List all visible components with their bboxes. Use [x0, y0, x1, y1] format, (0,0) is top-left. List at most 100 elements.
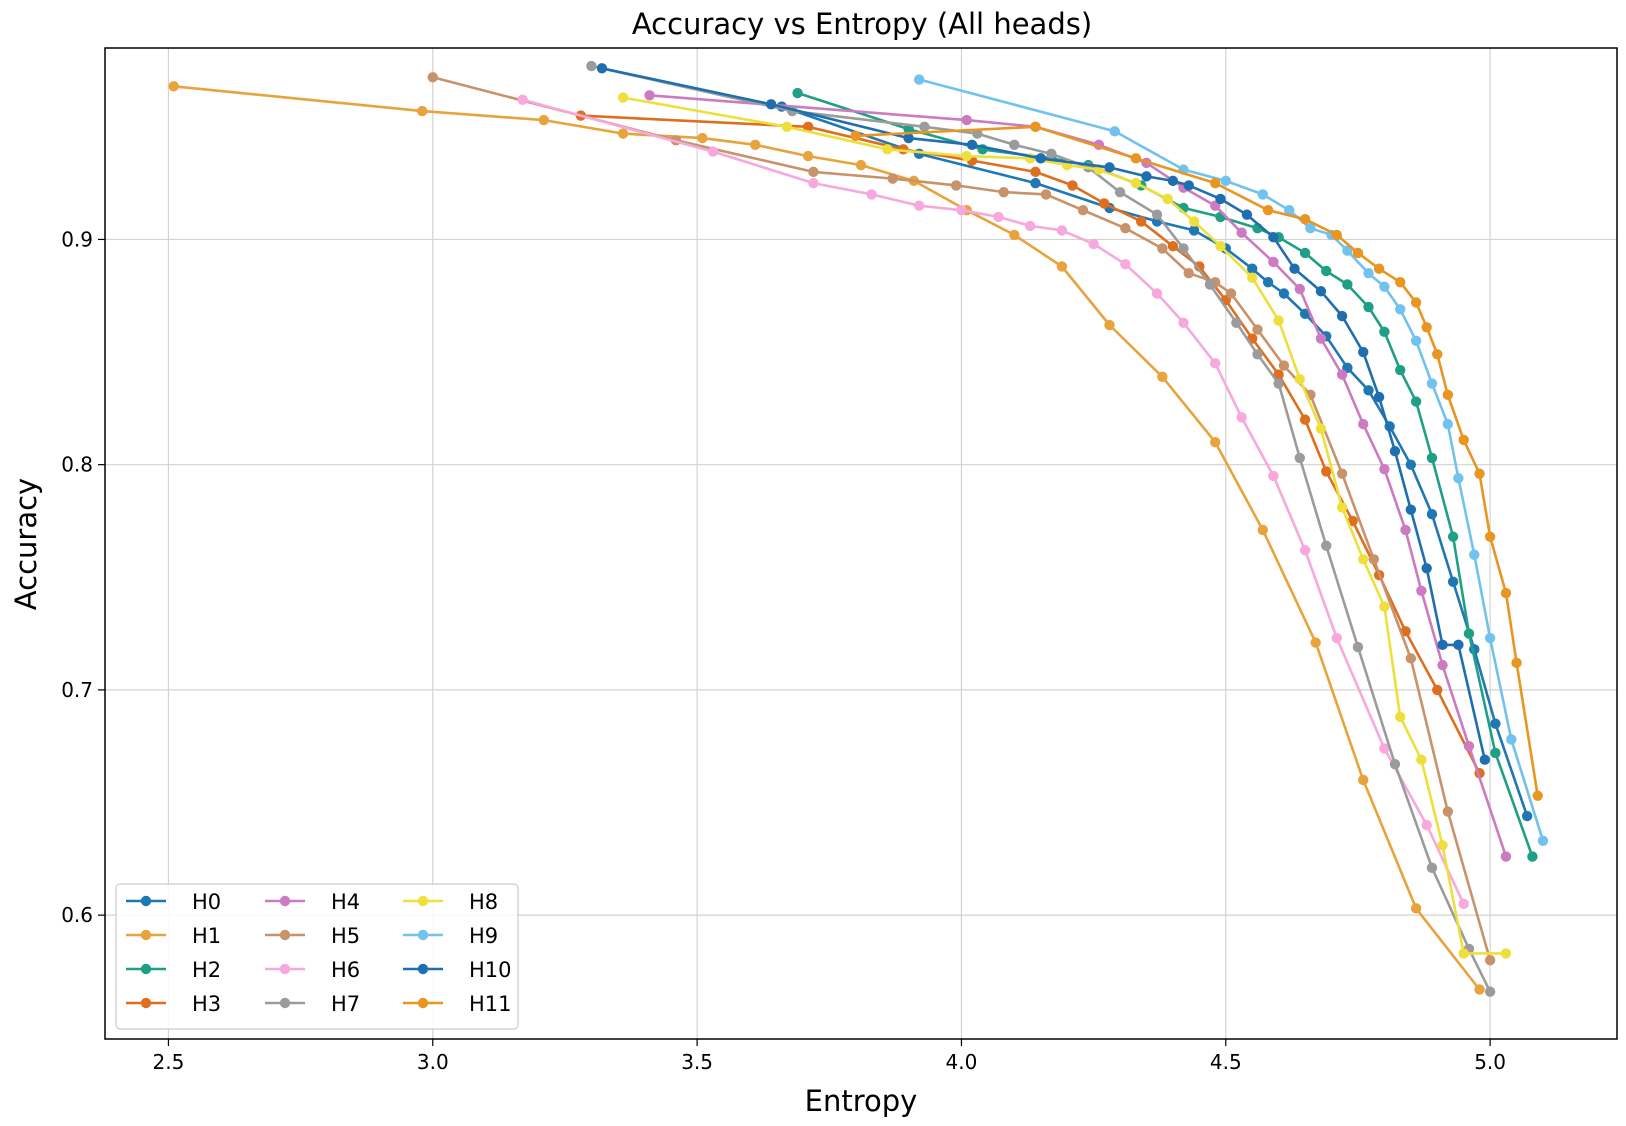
- data-point-h9: [1257, 189, 1268, 200]
- data-point-h10: [596, 63, 608, 74]
- data-point-h10: [1336, 310, 1348, 322]
- series-layer: [168, 60, 1549, 997]
- data-point-h10: [1437, 639, 1448, 651]
- data-point-h8: [1273, 315, 1284, 326]
- data-point-h9: [1342, 245, 1353, 256]
- data-point-h10: [1289, 263, 1300, 274]
- legend-label: H8: [469, 890, 498, 914]
- data-point-h10: [1167, 175, 1179, 187]
- data-point-h7: [1151, 209, 1163, 220]
- data-point-h6: [1458, 898, 1469, 910]
- data-point-h8: [1162, 193, 1173, 205]
- data-point-h1: [1009, 229, 1020, 241]
- data-point-h10: [1183, 180, 1194, 191]
- data-point-h9: [1469, 549, 1480, 560]
- data-point-h10: [1405, 504, 1417, 515]
- data-point-h4: [1437, 659, 1448, 671]
- data-point-h1: [1104, 319, 1115, 331]
- data-point-h2: [1379, 326, 1390, 337]
- data-point-h6: [993, 211, 1004, 223]
- data-point-h3: [1067, 180, 1078, 191]
- legend-item-h1: H1: [126, 924, 221, 948]
- grid: [105, 48, 1617, 1039]
- data-point-h11: [1299, 213, 1311, 225]
- data-point-h3: [1299, 414, 1311, 425]
- data-point-h9: [1305, 222, 1316, 234]
- data-point-h10: [1315, 286, 1327, 297]
- data-point-h10: [1373, 391, 1385, 403]
- legend-label: H5: [331, 924, 360, 948]
- data-point-h0: [1490, 718, 1501, 729]
- data-point-h5: [1442, 806, 1454, 817]
- x-tick-label: 2.5: [153, 1050, 185, 1074]
- data-point-h6: [517, 94, 528, 106]
- legend-swatch-marker: [140, 895, 152, 907]
- data-point-h10: [765, 99, 777, 110]
- data-point-h1: [802, 150, 814, 162]
- legend-item-h2: H2: [126, 958, 221, 982]
- data-point-h3: [1432, 684, 1443, 696]
- legend-label: H6: [331, 958, 360, 982]
- data-point-h6: [808, 177, 819, 189]
- data-point-h8: [781, 121, 793, 133]
- legend-item-h4: H4: [265, 890, 360, 914]
- data-point-h8: [1437, 840, 1448, 851]
- data-point-h2: [1447, 531, 1459, 542]
- data-point-h1: [1257, 524, 1268, 536]
- legend-swatch-marker: [417, 997, 429, 1009]
- data-point-h3: [1030, 166, 1041, 178]
- data-point-h11: [1532, 790, 1543, 801]
- data-point-h5: [1368, 554, 1380, 565]
- data-point-h5: [1040, 189, 1052, 200]
- data-point-h0: [1299, 308, 1311, 319]
- data-point-h5: [887, 173, 898, 184]
- legend-swatch-marker: [140, 963, 152, 975]
- series-h9: [913, 74, 1549, 846]
- data-point-h7: [1321, 540, 1332, 551]
- legend-label: H11: [469, 992, 512, 1016]
- data-point-h8: [1315, 423, 1327, 434]
- series-h11: [850, 121, 1543, 801]
- data-point-h11: [1500, 587, 1512, 599]
- legend-item-h11: H11: [403, 992, 512, 1016]
- legend-swatch-marker: [279, 963, 291, 975]
- series-h6: [517, 94, 1469, 910]
- data-point-h8: [961, 150, 972, 162]
- data-point-h7: [919, 121, 930, 133]
- data-point-h10: [966, 139, 978, 151]
- data-point-h2: [1426, 452, 1438, 464]
- data-point-h3: [1098, 198, 1110, 209]
- data-point-h0: [1405, 459, 1417, 470]
- x-tick-label: 4.5: [1210, 1050, 1242, 1074]
- data-point-h5: [1484, 954, 1496, 966]
- legend-label: H2: [192, 958, 221, 982]
- data-point-h3: [1321, 466, 1332, 477]
- data-point-h1: [168, 81, 179, 92]
- data-point-h11: [1373, 263, 1385, 274]
- data-point-h6: [913, 200, 925, 211]
- data-point-h9: [1395, 304, 1406, 315]
- legend-label: H1: [192, 924, 221, 948]
- data-point-h6: [1331, 632, 1343, 644]
- data-point-h0: [1030, 177, 1041, 189]
- data-point-h8: [1215, 241, 1226, 252]
- data-point-h0: [1363, 385, 1374, 396]
- x-tick-label: 5.0: [1474, 1050, 1506, 1074]
- legend: H0 H1 H2 H3 H4 H5 H6 H7 H8 H9 H10 H11: [115, 883, 519, 1030]
- data-point-h5: [1252, 324, 1263, 335]
- data-point-h9: [1109, 126, 1120, 137]
- data-point-h0: [1262, 277, 1274, 288]
- legend-item-h10: H10: [403, 958, 512, 982]
- data-point-h10: [1104, 162, 1115, 173]
- y-tick-label: 0.6: [61, 903, 93, 927]
- y-tick-label: 0.9: [61, 227, 93, 251]
- data-point-h6: [866, 189, 877, 200]
- data-point-h7: [1294, 452, 1305, 464]
- data-point-h7: [586, 60, 597, 72]
- x-tick-label: 3.5: [681, 1050, 713, 1074]
- data-point-h0: [1188, 225, 1200, 236]
- data-point-h2: [1342, 279, 1353, 290]
- data-point-h1: [697, 132, 708, 144]
- data-point-h1: [750, 139, 761, 151]
- data-point-h10: [1215, 193, 1226, 205]
